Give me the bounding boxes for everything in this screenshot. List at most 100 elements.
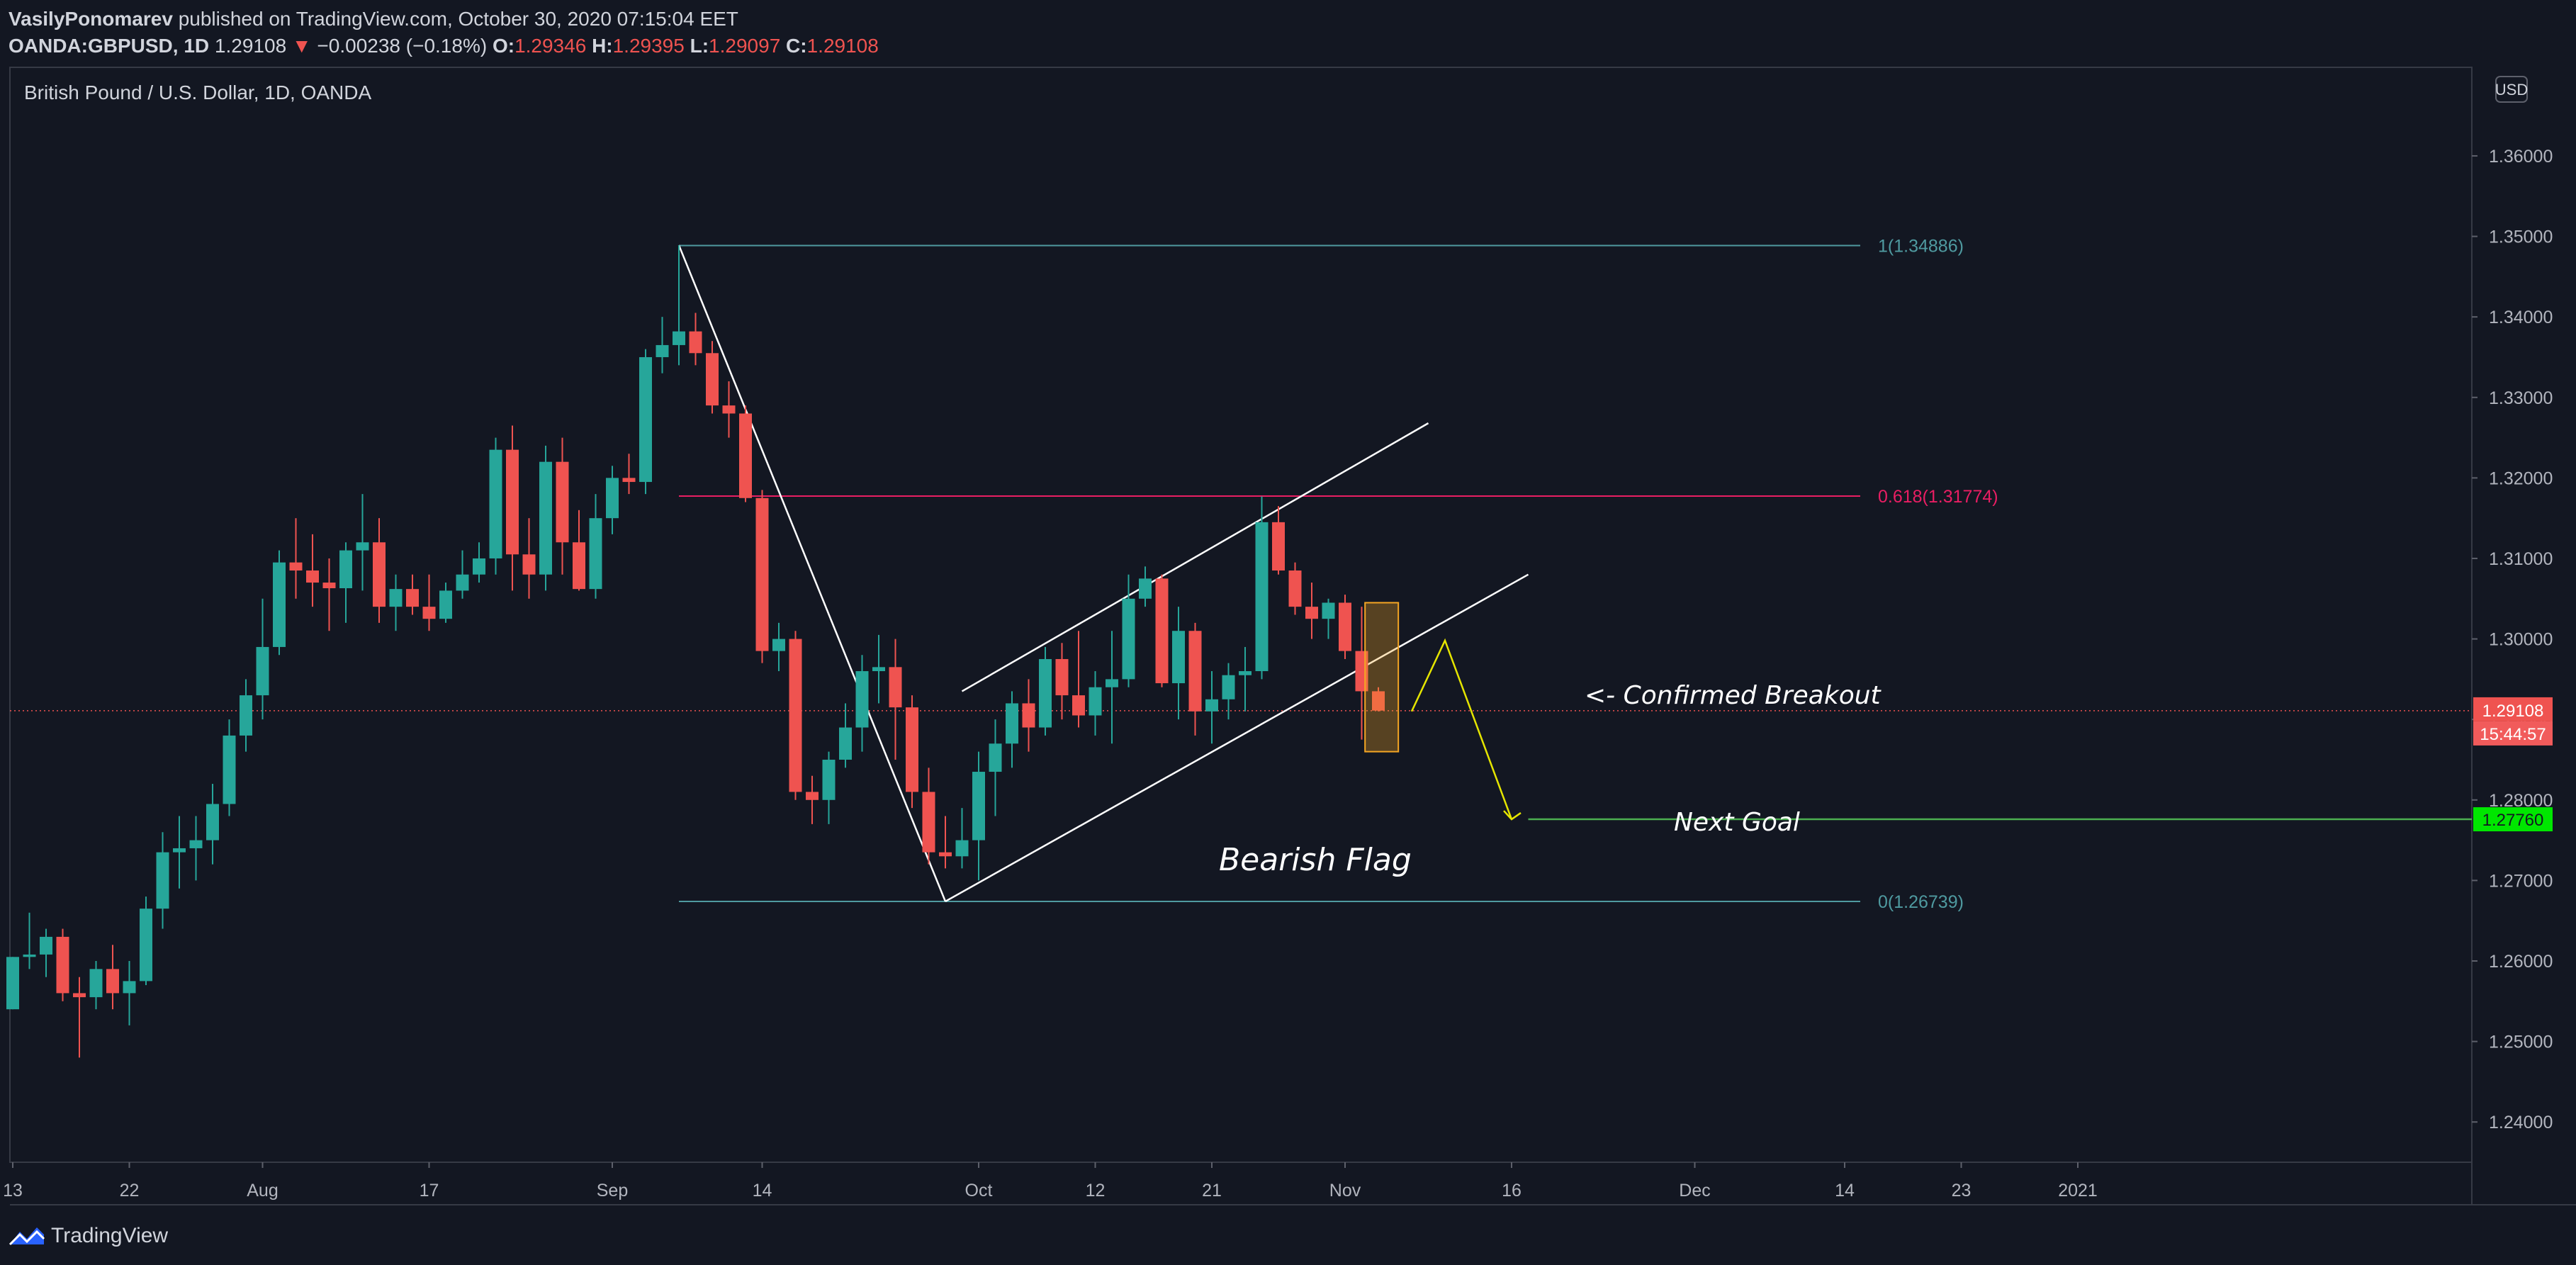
candle-body xyxy=(1039,658,1052,728)
time-tick-label: 16 xyxy=(1502,1181,1522,1201)
trend-drawings[interactable] xyxy=(10,244,2472,903)
countdown-label: 15:44:57 xyxy=(2480,725,2546,744)
symbol-label[interactable]: OANDA:GBPUSD, 1D xyxy=(9,35,210,57)
candle-body xyxy=(989,743,1002,772)
candle xyxy=(606,466,619,534)
candle xyxy=(240,679,252,752)
flag-top-trendline[interactable] xyxy=(961,422,1429,692)
candle-body xyxy=(206,804,219,840)
high-label: H: xyxy=(592,35,613,57)
overlays[interactable] xyxy=(1364,602,2472,821)
candle-body xyxy=(289,562,303,571)
candle-body xyxy=(1205,699,1218,712)
candle-body xyxy=(473,558,485,575)
candle-body xyxy=(739,413,752,498)
price-tick-label: 1.32000 xyxy=(2489,468,2553,488)
candle xyxy=(872,634,885,704)
time-tick-label: 23 xyxy=(1952,1181,1972,1201)
candle-body xyxy=(389,589,403,607)
candle-body xyxy=(373,542,386,607)
candle-body xyxy=(306,570,319,583)
candle xyxy=(1255,496,1269,680)
candle xyxy=(422,574,436,631)
candle-body xyxy=(1305,607,1318,619)
candle xyxy=(40,928,52,977)
candle xyxy=(1022,679,1035,752)
candle-body xyxy=(106,969,119,994)
candle-body xyxy=(939,852,952,857)
candle xyxy=(656,317,669,373)
candle-body xyxy=(1322,602,1335,619)
time-tick-label: 2021 xyxy=(2058,1181,2098,1201)
candle xyxy=(273,550,286,656)
current-price-badge[interactable] xyxy=(2473,697,2553,721)
candle-body xyxy=(56,936,69,994)
projection-arrow[interactable] xyxy=(1410,638,1513,820)
price-tick-label: 1.26000 xyxy=(2489,952,2553,972)
close-value: 1.29108 xyxy=(806,35,879,57)
candle xyxy=(1006,691,1018,768)
candle xyxy=(589,494,602,599)
candle xyxy=(56,928,69,1001)
flag-bottom-trendline[interactable] xyxy=(945,573,1529,903)
candle-body xyxy=(1022,703,1035,728)
price-tick-label: 1.36000 xyxy=(2489,147,2553,167)
candle-body xyxy=(156,852,169,909)
candle xyxy=(556,437,569,575)
target-price-badge[interactable] xyxy=(2473,807,2553,832)
time-tick-label: 12 xyxy=(1086,1181,1106,1201)
candle-body xyxy=(23,954,36,957)
candle xyxy=(1239,646,1252,712)
candle xyxy=(1339,595,1351,659)
price-tick-label: 1.25000 xyxy=(2489,1033,2553,1052)
candle-body xyxy=(822,759,836,800)
candle-body xyxy=(439,590,452,619)
candle-body xyxy=(89,969,103,998)
author-name[interactable]: VasilyPonomarev xyxy=(9,8,173,30)
candle-body xyxy=(839,727,852,760)
candle-body xyxy=(556,461,569,543)
candle-body xyxy=(539,461,552,575)
candle xyxy=(489,437,502,575)
candle xyxy=(739,405,752,502)
candles xyxy=(6,245,1385,1058)
candle-body xyxy=(173,848,186,853)
price-axis[interactable]: 1.240001.250001.260001.270001.280001.290… xyxy=(2472,147,2553,1132)
candle-body xyxy=(422,607,436,619)
candle xyxy=(1172,607,1185,720)
fib-label-level_0618: 0.618(1.31774) xyxy=(1878,487,1998,507)
candle xyxy=(373,518,386,623)
breakout-highlight-box[interactable] xyxy=(1364,602,1400,753)
tradingview-logo[interactable]: TradingView xyxy=(9,1220,168,1252)
time-tick-label: 14 xyxy=(753,1181,772,1201)
next-goal-label: Next Goal xyxy=(1674,808,1800,837)
confirmed-breakout-label: <- Confirmed Breakout xyxy=(1585,681,1882,710)
time-tick-label: 13 xyxy=(3,1181,23,1201)
candle xyxy=(922,768,935,865)
candle-body xyxy=(123,981,136,994)
candle xyxy=(73,977,86,1058)
candle-body xyxy=(1089,687,1102,716)
candle-body xyxy=(6,957,19,1010)
candle xyxy=(1272,506,1285,575)
time-axis[interactable]: 13 22 Aug 17 Sep 14 Oct 12 21 Nov 16 Dec 14 23 2021 xyxy=(3,1162,2098,1201)
candle-body xyxy=(656,344,669,357)
candle xyxy=(439,583,452,623)
chart-title: British Pound / U.S. Dollar, 1D, OANDA xyxy=(24,81,372,103)
price-change: −0.00238 (−0.18%) xyxy=(317,35,488,57)
time-tick-label: Aug xyxy=(247,1181,278,1201)
candle xyxy=(955,808,969,869)
candle-body xyxy=(1106,679,1118,687)
candle-body xyxy=(689,331,702,354)
candle xyxy=(855,655,869,752)
candle-body xyxy=(1339,602,1351,651)
low-value: 1.29097 xyxy=(709,35,781,57)
fib-retracement[interactable]: 1(1.34886) 0.618(1.31774) 0(1.26739) xyxy=(679,237,1998,913)
pole-trendline[interactable] xyxy=(677,244,947,902)
price-tick-label: 1.30000 xyxy=(2489,630,2553,650)
candle xyxy=(506,425,519,591)
candle xyxy=(473,542,485,583)
currency-badge[interactable] xyxy=(2495,76,2528,103)
